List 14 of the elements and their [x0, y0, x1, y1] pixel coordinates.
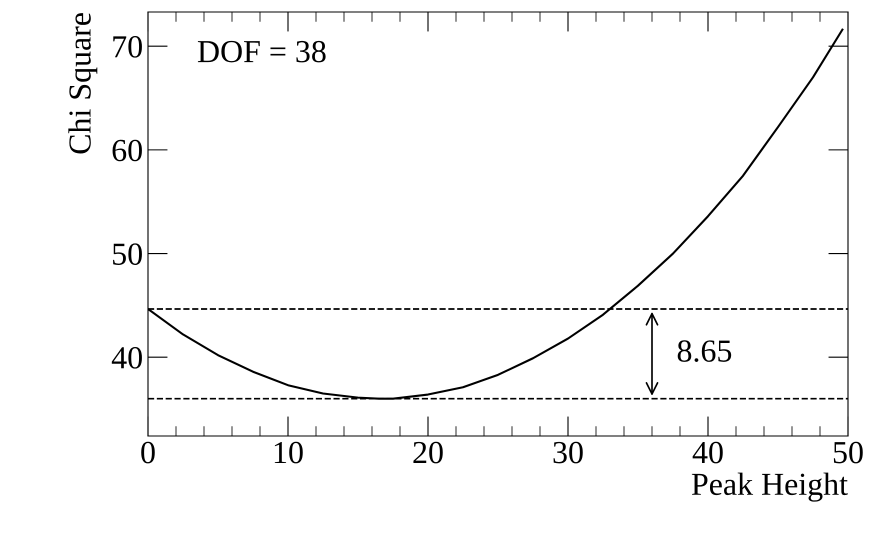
y-tick-label: 40 [112, 347, 142, 369]
x-tick-label: 10 [274, 442, 303, 464]
annotation: 8.65 [678, 340, 732, 362]
x-axis-title: Peak Height [692, 472, 848, 502]
x-tick-label: 0 [141, 442, 155, 464]
annotation: DOF = 38 [198, 40, 326, 62]
y-axis-title: Chi Square [68, 13, 98, 154]
y-tick-label: 70 [113, 36, 142, 58]
y-tick-label: 50 [113, 243, 142, 265]
x-tick-label: 30 [554, 442, 583, 464]
x-tick-label: 20 [413, 442, 443, 464]
x-tick-label: 50 [834, 442, 863, 464]
y-tick-label: 60 [112, 140, 142, 162]
x-tick-label: 40 [692, 442, 723, 464]
